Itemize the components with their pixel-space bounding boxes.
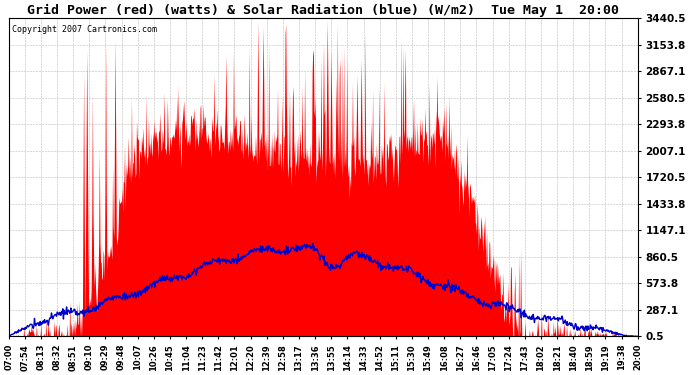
Title: Grid Power (red) (watts) & Solar Radiation (blue) (W/m2)  Tue May 1  20:00: Grid Power (red) (watts) & Solar Radiati…: [27, 4, 619, 17]
Text: Copyright 2007 Cartronics.com: Copyright 2007 Cartronics.com: [12, 25, 157, 34]
